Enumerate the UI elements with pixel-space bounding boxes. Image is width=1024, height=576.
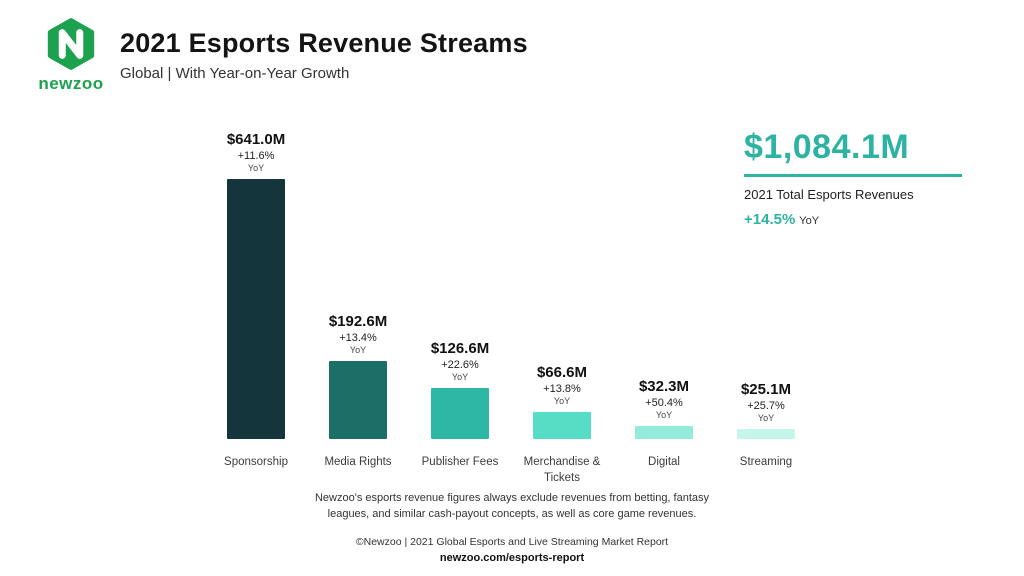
- bar-yoy-suffix: YoY: [247, 163, 265, 173]
- bar-column: $126.6M +22.6% YoY Publisher Fees: [414, 340, 506, 489]
- bar-yoy-label: +50.4%: [645, 397, 683, 409]
- total-revenue-value: $1,084.1M: [744, 128, 910, 166]
- bar-labels: $25.1M +25.7% YoY: [741, 381, 791, 423]
- total-panel: $1,084.1M 2021 Total Esports Revenues +1…: [744, 128, 994, 228]
- footer: Newzoo's esports revenue figures always …: [0, 491, 1024, 566]
- footnote: Newzoo's esports revenue figures always …: [314, 492, 710, 520]
- bar-value-label: $66.6M: [536, 364, 588, 381]
- newzoo-logo-icon: [47, 18, 95, 70]
- bar-yoy-label: +22.6%: [441, 359, 479, 371]
- copyright-line: ©Newzoo | 2021 Global Esports and Live S…: [355, 536, 669, 548]
- total-growth-suffix: YoY: [799, 215, 820, 227]
- bar-column: $192.6M +13.4% YoY Media Rights: [312, 313, 404, 489]
- bar-value-label: $126.6M: [430, 340, 490, 357]
- page-subtitle: Global | With Year-on-Year Growth: [120, 65, 350, 82]
- bar-yoy-suffix: YoY: [349, 345, 367, 355]
- bar-yoy-label: +13.4%: [339, 332, 377, 344]
- page-title: 2021 Esports Revenue Streams: [120, 28, 528, 58]
- bar-value-label: $192.6M: [328, 313, 388, 330]
- bar-labels: $641.0M +11.6% YoY: [227, 131, 285, 173]
- bar-labels: $32.3M +50.4% YoY: [639, 378, 689, 420]
- bar-yoy-label: +13.8%: [543, 383, 581, 395]
- bar-category-label: Media Rights: [324, 456, 392, 468]
- bar-labels: $126.6M +22.6% YoY: [431, 340, 489, 382]
- bar: [635, 426, 693, 439]
- bar-value-label: $32.3M: [638, 378, 690, 395]
- total-growth-value: +14.5%: [744, 211, 796, 228]
- bar-yoy-label: +11.6%: [237, 150, 275, 162]
- bar-yoy-suffix: YoY: [757, 413, 775, 423]
- bar-value-label: $641.0M: [226, 131, 286, 148]
- bar: [329, 361, 387, 439]
- header: newzoo 2021 Esports Revenue Streams Glob…: [38, 16, 528, 94]
- report-link[interactable]: newzoo.com/esports-report: [439, 552, 585, 564]
- bar-category-label: Merchandise & Tickets: [523, 456, 601, 484]
- bar-value-label: $25.1M: [740, 381, 792, 398]
- bar: [533, 412, 591, 439]
- bar-labels: $66.6M +13.8% YoY: [537, 364, 587, 406]
- bar-yoy-suffix: YoY: [655, 410, 673, 420]
- bar-yoy-suffix: YoY: [451, 372, 469, 382]
- bar-column: $641.0M +11.6% YoY Sponsorship: [210, 131, 302, 489]
- bar-category-label: Sponsorship: [224, 456, 288, 468]
- bar-category-label: Publisher Fees: [421, 456, 499, 468]
- total-underline: [744, 174, 962, 177]
- bar: [737, 429, 795, 439]
- bar-yoy-label: +25.7%: [747, 400, 785, 412]
- brand-wordmark: newzoo: [38, 74, 104, 93]
- title-block: 2021 Esports Revenue Streams Global | Wi…: [120, 16, 528, 82]
- chart-area: $641.0M +11.6% YoY Sponsorship $192.6M +13.4%…: [210, 131, 812, 489]
- brand-block: newzoo: [38, 16, 104, 94]
- total-growth: +14.5% YoY: [744, 211, 994, 228]
- bar-column: $66.6M +13.8% YoY Merchandise & Tickets: [516, 364, 608, 489]
- bar-yoy-suffix: YoY: [553, 396, 571, 406]
- bar-column: $25.1M +25.7% YoY Streaming: [720, 381, 812, 489]
- bar-column: $32.3M +50.4% YoY Digital: [618, 378, 710, 489]
- total-revenue-label: 2021 Total Esports Revenues: [744, 187, 914, 202]
- bar: [431, 388, 489, 439]
- bar-chart: $641.0M +11.6% YoY Sponsorship $192.6M +13.4%…: [210, 131, 812, 489]
- bar-labels: $192.6M +13.4% YoY: [329, 313, 387, 355]
- bar: [227, 179, 285, 439]
- bar-category-label: Streaming: [739, 456, 793, 468]
- bar-category-label: Digital: [648, 456, 680, 468]
